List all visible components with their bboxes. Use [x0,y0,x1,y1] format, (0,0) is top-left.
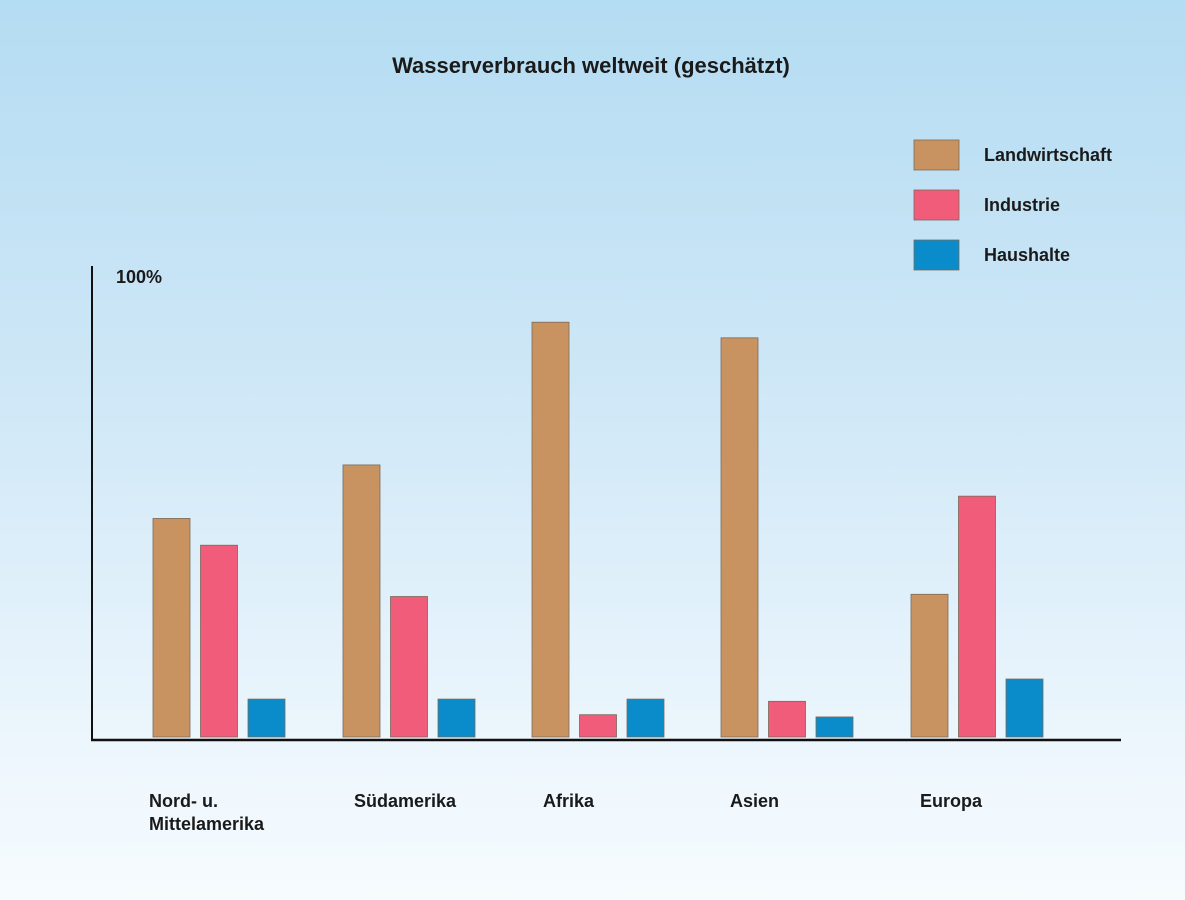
category-label-line: Nord- u. [149,791,218,811]
category-label-line: Südamerika [354,791,457,811]
legend-swatch-industrie [913,189,960,221]
bar-industrie-nord-u-mittelamerika [200,544,238,738]
bars-group [152,321,1044,738]
legend-label-industrie: Industrie [984,195,1060,215]
bar-haushalte-afrika [626,698,665,738]
bar-landwirtschaft-asien [720,337,759,738]
category-label-line: Afrika [543,791,595,811]
chart-title: Wasserverbrauch weltweit (geschätzt) [392,53,790,78]
category-label-suedamerika: Südamerika [354,791,457,811]
bar-landwirtschaft-suedamerika [342,464,381,738]
legend-label-haushalte: Haushalte [984,245,1070,265]
category-label-afrika: Afrika [543,791,595,811]
legend-swatch-landwirtschaft [913,139,960,171]
bar-haushalte-suedamerika [437,698,476,738]
bar-landwirtschaft-nord-u-mittelamerika [152,518,191,738]
category-label-line: Asien [730,791,779,811]
legend-label-landwirtschaft: Landwirtschaft [984,145,1112,165]
bar-haushalte-nord-u-mittelamerika [247,698,286,738]
legend: Landwirtschaft Industrie Haushalte [913,139,1112,271]
bar-industrie-afrika [579,714,617,738]
bar-industrie-suedamerika [390,596,428,738]
category-labels: Nord- u. Mittelamerika Südamerika Afrika Asi… [149,791,983,834]
category-label-line: Mittelamerika [149,814,265,834]
category-label-nord-u-mittelamerika: Nord- u. Mittelamerika [149,791,265,834]
bar-haushalte-asien [815,716,854,738]
category-label-europa: Europa [920,791,983,811]
y-axis-max-label: 100% [116,267,162,287]
bar-haushalte-europa [1005,678,1044,738]
bar-landwirtschaft-europa [910,593,949,738]
bar-landwirtschaft-afrika [531,321,570,738]
category-label-asien: Asien [730,791,779,811]
bar-industrie-europa [958,495,996,738]
category-label-line: Europa [920,791,983,811]
bar-industrie-asien [768,700,806,738]
legend-swatch-haushalte [913,239,960,271]
